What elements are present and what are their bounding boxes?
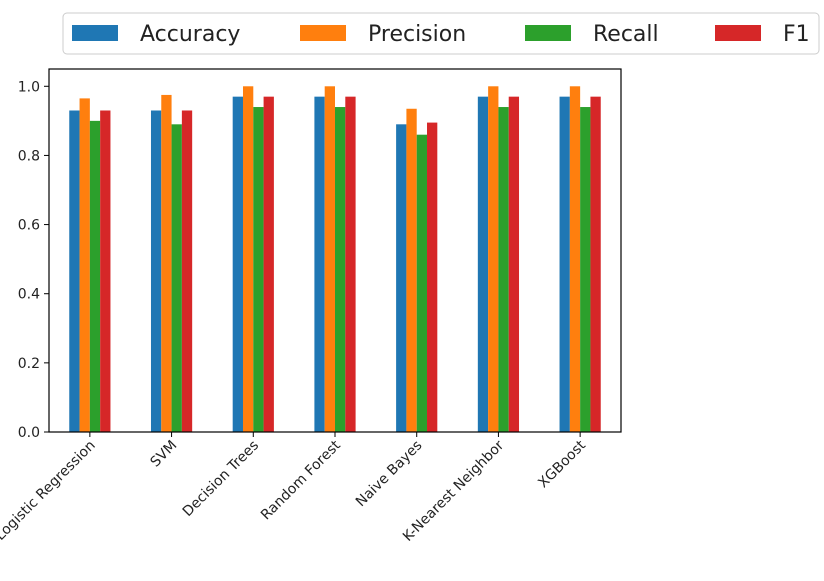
bar-precision-decision-trees [242, 86, 254, 432]
bar-accuracy-decision-trees [232, 96, 243, 432]
x-tick-label-xgboost: XGBoost [535, 437, 589, 491]
x-tick-label-naive-bayes: Naive Bayes [353, 438, 426, 511]
bar-f1-k-nearest-neighbor [508, 96, 520, 432]
bar-precision-naive-bayes [406, 108, 417, 432]
y-tick-label: 0.6 [18, 218, 40, 234]
legend-label-accuracy: Accuracy [140, 22, 240, 47]
bar-f1-decision-trees [263, 96, 274, 432]
y-tick-label: 0.0 [18, 425, 40, 441]
legend-swatch-f1 [715, 25, 761, 41]
x-tick-label-logistic-regression: Logistic Regression [0, 438, 99, 544]
legend-label-precision: Precision [368, 22, 466, 47]
bar-precision-random-forest [324, 86, 335, 432]
x-tick-label-decision-trees: Decision Trees [180, 438, 262, 520]
x-tick-label-random-forest: Random Forest [258, 437, 344, 523]
bar-recall-xgboost [580, 107, 591, 432]
bar-accuracy-xgboost [559, 96, 570, 432]
bar-recall-k-nearest-neighbor [498, 107, 509, 432]
bar-accuracy-naive-bayes [396, 124, 407, 432]
bar-f1-naive-bayes [427, 122, 438, 432]
bar-precision-logistic-regression [79, 98, 90, 432]
x-axis: Logistic Regression SVM Decision TreesRand… [0, 432, 589, 545]
bar-recall-logistic-regression [89, 120, 101, 433]
legend-swatch-recall [525, 25, 571, 41]
legend-label-f1: F1 [783, 22, 810, 47]
y-tick-label: 0.8 [18, 148, 40, 164]
bar-accuracy-random-forest [314, 96, 325, 432]
legend-swatch-precision [300, 25, 346, 41]
legend-swatch-accuracy [72, 25, 118, 41]
bar-accuracy-svm [150, 110, 162, 433]
bar-recall-svm [171, 124, 182, 432]
bar-f1-logistic-regression [100, 110, 111, 433]
y-tick-label: 0.4 [18, 287, 40, 303]
legend-box [62, 12, 820, 55]
bar-recall-random-forest [335, 107, 346, 432]
legend: Accuracy Precision Recall F1 [62, 12, 820, 55]
bar-f1-svm [181, 110, 193, 433]
bar-precision-k-nearest-neighbor [488, 86, 499, 432]
bars [69, 86, 601, 433]
y-axis: 0.0 0.2 0.4 0.6 0.8 1.0 [18, 79, 49, 441]
bar-precision-svm [161, 94, 172, 433]
y-tick-label: 0.2 [18, 356, 40, 372]
bar-accuracy-logistic-regression [69, 110, 80, 433]
y-tick-label: 1.0 [18, 79, 40, 95]
bar-recall-naive-bayes [416, 134, 428, 432]
bar-f1-xgboost [590, 96, 601, 432]
plot-frame [48, 68, 622, 433]
x-tick-label-svm: SVM [147, 438, 180, 471]
bar-f1-random-forest [345, 96, 356, 432]
legend-label-recall: Recall [593, 22, 659, 47]
bar-precision-xgboost [569, 86, 581, 432]
bar-accuracy-k-nearest-neighbor [477, 96, 489, 432]
bar-recall-decision-trees [253, 107, 264, 432]
